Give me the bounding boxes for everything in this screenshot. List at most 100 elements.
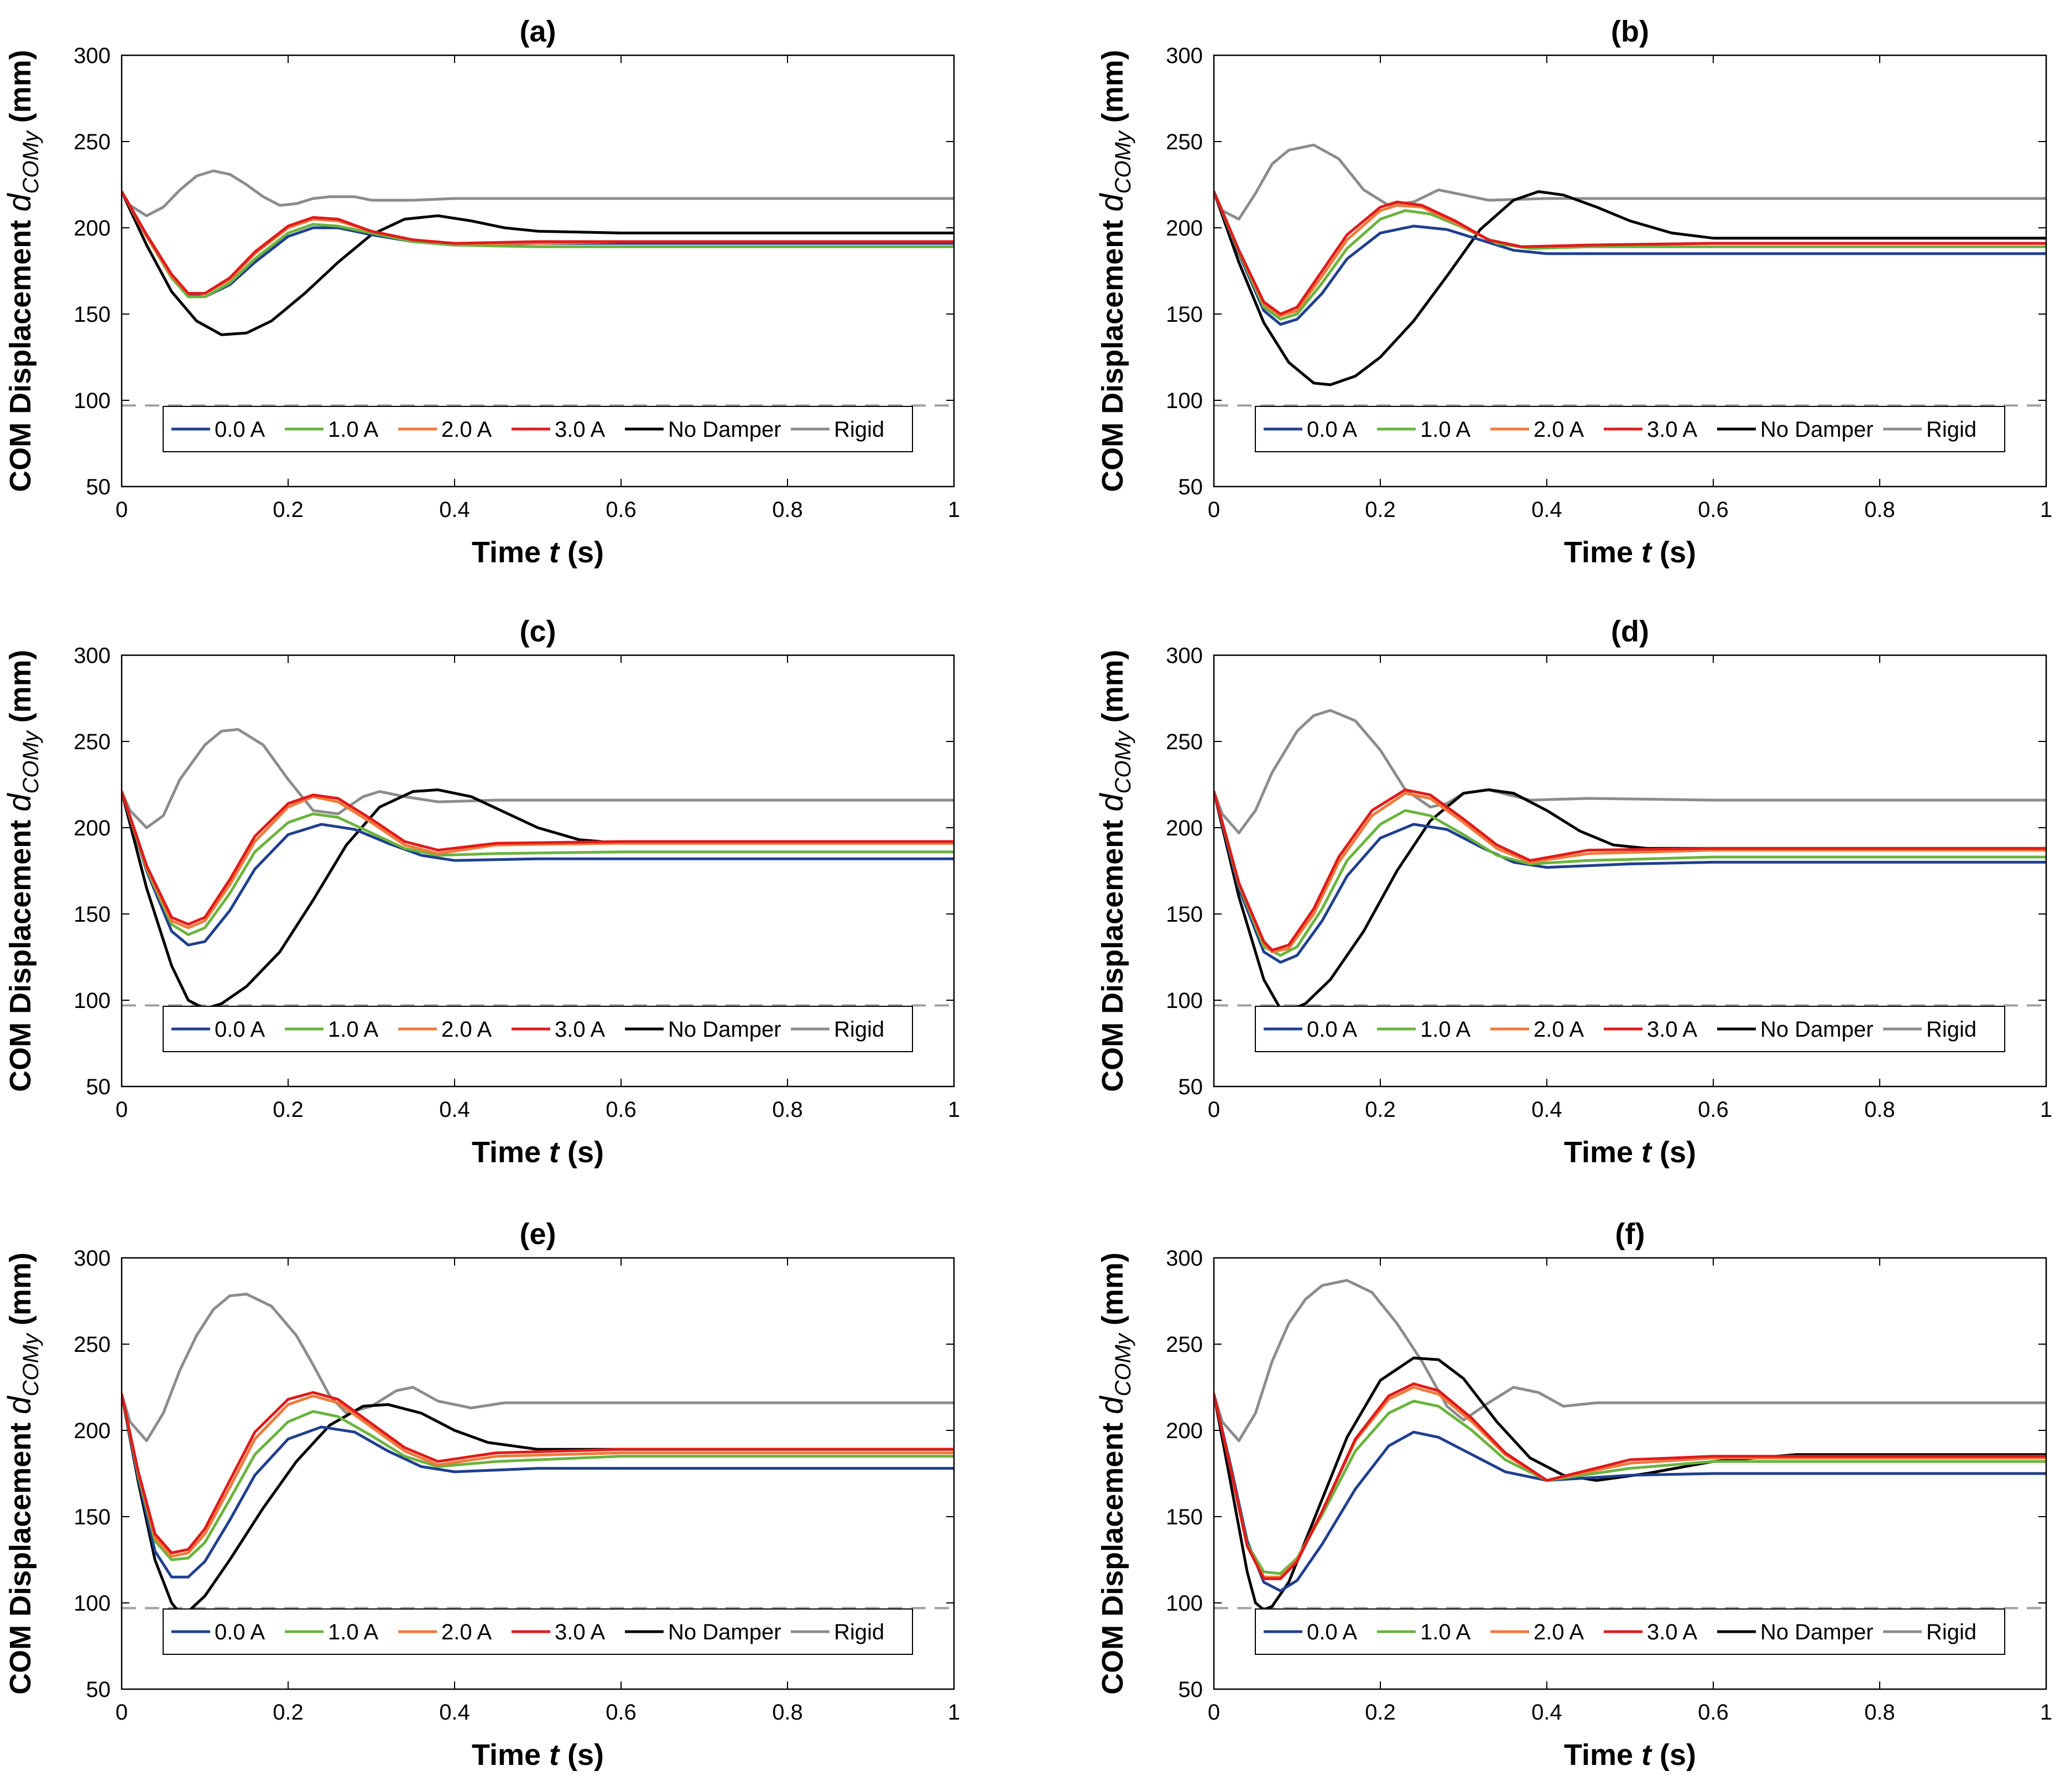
x-tick-label: 0.8 bbox=[1864, 1098, 1895, 1122]
y-tick-label: 250 bbox=[74, 130, 111, 154]
series-line-1-0-a bbox=[1214, 1393, 2046, 1575]
x-tick-label: 0.8 bbox=[772, 498, 803, 522]
y-tick-label: 300 bbox=[1166, 1246, 1203, 1271]
chart-panel-e: (e) 50 100 150 200 250 300 0 0.2 0.4 0.6 0.8 1 0.0 A 1… bbox=[2, 1218, 960, 1772]
y-tick-label: 50 bbox=[1178, 475, 1203, 499]
y-axis-label: COM Displacement dCOMy (mm) bbox=[2, 50, 43, 492]
chart-panel-c: (c) 50 100 150 200 250 300 0 0.2 0.4 0.6 0.8 1 0.0 A 1… bbox=[2, 615, 960, 1169]
x-tick-label: 0.4 bbox=[1531, 1098, 1562, 1122]
legend-entry: 0.0 A bbox=[1307, 417, 1358, 442]
x-tick-label: 0.8 bbox=[772, 1098, 803, 1122]
x-tick-label: 0.2 bbox=[1365, 1098, 1396, 1122]
chart-title: (f) bbox=[1615, 1218, 1645, 1251]
y-tick-label: 200 bbox=[74, 216, 111, 241]
series-line-no-damper bbox=[122, 788, 954, 1011]
x-tick-label: 0.6 bbox=[606, 1098, 637, 1122]
legend-entry: No Damper bbox=[668, 1017, 781, 1042]
series-line-0-0-a bbox=[1214, 790, 2046, 964]
series-line-1-0-a bbox=[122, 790, 954, 936]
plot-frame bbox=[121, 1257, 955, 1690]
y-tick-label: 50 bbox=[1178, 1075, 1203, 1099]
series-line-3-0-a bbox=[122, 190, 954, 295]
legend-entry: 0.0 A bbox=[215, 1620, 265, 1644]
series-line-1-0-a bbox=[1214, 190, 2046, 321]
x-tick-label: 0.6 bbox=[606, 498, 637, 522]
legend-entry: 1.0 A bbox=[1420, 417, 1471, 442]
x-axis-label: Time t (s) bbox=[472, 1738, 604, 1772]
legend-entry: 1.0 A bbox=[328, 1620, 379, 1644]
plot-frame bbox=[121, 654, 955, 1088]
series-line-no-damper bbox=[1214, 1356, 2046, 1611]
y-tick-label: 200 bbox=[1166, 216, 1203, 241]
x-tick-label: 1 bbox=[948, 498, 960, 522]
y-tick-label: 150 bbox=[1166, 1505, 1203, 1529]
y-tick-label: 100 bbox=[1166, 389, 1203, 413]
y-axis-label: COM Displacement dCOMy (mm) bbox=[1094, 50, 1135, 492]
y-tick-label: 150 bbox=[74, 1505, 111, 1529]
legend-entry: 3.0 A bbox=[555, 417, 606, 442]
y-axis-label: COM Displacement dCOMy (mm) bbox=[2, 1252, 43, 1695]
x-tick-label: 0.2 bbox=[1365, 498, 1396, 522]
y-tick-label: 50 bbox=[86, 1678, 111, 1702]
legend-entry: 2.0 A bbox=[441, 1017, 492, 1042]
y-tick-label: 150 bbox=[74, 302, 111, 327]
plot-frame bbox=[1213, 54, 2047, 488]
legend-entry: No Damper bbox=[1760, 1620, 1874, 1644]
y-tick-label: 250 bbox=[1166, 130, 1203, 154]
legend-entry: No Damper bbox=[1760, 1017, 1874, 1042]
x-axis-label: Time t (s) bbox=[472, 536, 604, 569]
chart-title: (c) bbox=[520, 615, 556, 648]
legend-entry: 0.0 A bbox=[215, 1017, 265, 1042]
series-line-3-0-a bbox=[122, 790, 954, 926]
chart-panel-b: (b) 50 100 150 200 250 300 0 0.2 0.4 0.6 0.8 1 0.0 A 1… bbox=[1094, 15, 2052, 569]
x-tick-label: 0.6 bbox=[1698, 1700, 1729, 1725]
y-tick-label: 100 bbox=[74, 1591, 111, 1616]
y-tick-label: 300 bbox=[1166, 44, 1203, 68]
y-tick-label: 100 bbox=[1166, 989, 1203, 1013]
x-tick-label: 0 bbox=[116, 1098, 128, 1122]
legend-entry: Rigid bbox=[834, 417, 884, 442]
x-tick-label: 1 bbox=[948, 1098, 960, 1122]
y-tick-label: 300 bbox=[74, 1246, 111, 1271]
series-line-2-0-a bbox=[122, 1393, 954, 1558]
legend-entry: 1.0 A bbox=[328, 417, 379, 442]
x-tick-label: 0 bbox=[116, 1700, 128, 1725]
y-tick-label: 50 bbox=[86, 475, 111, 499]
legend-entry: 3.0 A bbox=[1647, 417, 1698, 442]
series-line-rigid bbox=[122, 1293, 954, 1443]
x-tick-label: 1 bbox=[948, 1700, 960, 1725]
y-tick-label: 50 bbox=[1178, 1678, 1203, 1702]
x-tick-label: 1 bbox=[2040, 1098, 2052, 1122]
legend-entry: 3.0 A bbox=[555, 1620, 606, 1644]
y-tick-label: 200 bbox=[74, 1419, 111, 1443]
series-line-3-0-a bbox=[122, 1391, 954, 1554]
series-line-2-0-a bbox=[122, 790, 954, 929]
x-tick-label: 0.8 bbox=[1864, 498, 1895, 522]
chart-panel-d: (d) 50 100 150 200 250 300 0 0.2 0.4 0.6 0.8 1 0.0 A 1… bbox=[1094, 615, 2052, 1169]
chart-panel-a: (a) 50 100 150 200 250 300 0 0.2 0.4 0.6 0.8 1 0.0 A 1… bbox=[2, 15, 960, 569]
x-tick-label: 0 bbox=[1208, 1700, 1220, 1725]
chart-title: (a) bbox=[520, 15, 556, 48]
x-tick-label: 0.2 bbox=[273, 498, 304, 522]
y-tick-label: 250 bbox=[1166, 1333, 1203, 1357]
legend-entry: 2.0 A bbox=[441, 417, 492, 442]
y-tick-label: 100 bbox=[74, 989, 111, 1013]
legend-entry: Rigid bbox=[1926, 1017, 1976, 1042]
legend-entry: 1.0 A bbox=[328, 1017, 379, 1042]
y-tick-label: 150 bbox=[1166, 902, 1203, 927]
x-tick-label: 0.6 bbox=[1698, 1098, 1729, 1122]
legend-entry: 2.0 A bbox=[1534, 1620, 1584, 1644]
legend-entry: No Damper bbox=[668, 417, 781, 442]
series-line-rigid bbox=[122, 728, 954, 829]
y-axis-label: COM Displacement dCOMy (mm) bbox=[2, 650, 43, 1092]
series-line-rigid bbox=[1214, 709, 2046, 834]
legend-entry: 2.0 A bbox=[441, 1620, 492, 1644]
x-tick-label: 0 bbox=[1208, 1098, 1220, 1122]
series-line-0-0-a bbox=[122, 790, 954, 947]
plot-frame bbox=[121, 54, 955, 488]
series-line-no-damper bbox=[1214, 190, 2046, 386]
series-line-3-0-a bbox=[1214, 190, 2046, 316]
x-axis-label: Time t (s) bbox=[1564, 536, 1696, 569]
legend-entry: 3.0 A bbox=[1647, 1620, 1698, 1644]
